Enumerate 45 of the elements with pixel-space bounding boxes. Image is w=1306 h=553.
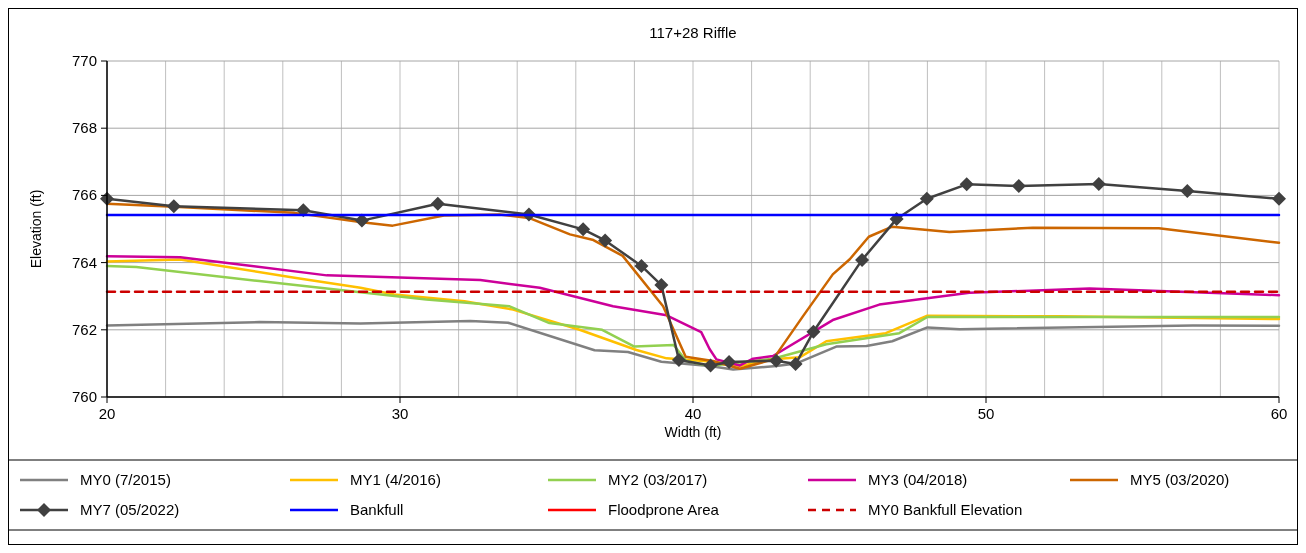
x-tick-label: 30 [391, 405, 409, 422]
point [703, 358, 718, 373]
point [806, 324, 821, 339]
y-tick-label: 760 [71, 388, 97, 405]
point [1091, 176, 1106, 191]
legend-label: Bankfull [350, 501, 404, 518]
point [598, 233, 613, 248]
point [919, 191, 934, 206]
legend-label: MY1 (4/2016) [350, 471, 441, 488]
point [634, 258, 649, 273]
point [296, 203, 311, 218]
chart-title: 117+28 Riffle [649, 24, 737, 41]
point [576, 222, 591, 237]
legend-label: MY5 (03/2020) [1130, 471, 1230, 488]
y-tick-label: 768 [71, 119, 97, 137]
point [722, 355, 737, 370]
point [671, 353, 686, 368]
x-tick-label: 40 [684, 405, 702, 422]
legend-label: MY0 Bankfull Elevation [868, 501, 1023, 518]
point [788, 357, 803, 372]
point [769, 353, 784, 368]
legend-label: Floodprone Area [608, 501, 720, 518]
point [354, 213, 369, 228]
y-axis-title: Elevation (ft) [28, 189, 44, 269]
x-tick-label: 20 [98, 405, 116, 422]
legend-label: MY7 (05/2022) [80, 501, 180, 518]
point [430, 196, 445, 211]
x-tick-label: 50 [977, 405, 995, 422]
x-axis-title: Width (ft) [664, 424, 722, 440]
legend-label: MY2 (03/2017) [608, 471, 708, 488]
point [1180, 184, 1195, 199]
point [855, 252, 870, 267]
point [1011, 178, 1026, 193]
x-tick-label: 60 [1270, 405, 1288, 422]
point [1272, 191, 1286, 206]
point [959, 177, 974, 192]
y-tick-label: 770 [71, 52, 97, 69]
y-tick-label: 766 [71, 186, 97, 204]
line-series [105, 319, 1281, 371]
point [166, 199, 181, 214]
legend-label: MY3 (04/2018) [868, 471, 968, 488]
point [654, 278, 669, 293]
y-tick-label: 762 [71, 320, 97, 338]
legend-label: MY0 (7/2015) [80, 471, 171, 488]
y-tick-label: 764 [71, 253, 97, 271]
